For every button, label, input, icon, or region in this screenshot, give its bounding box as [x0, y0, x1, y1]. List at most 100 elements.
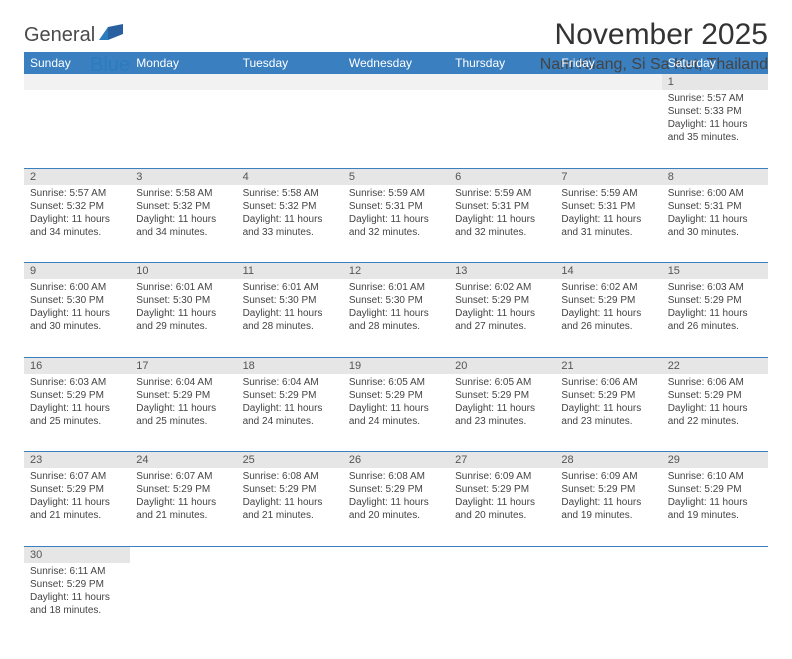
daylight-line: Daylight: 11 hours and 33 minutes. [243, 213, 337, 239]
day-cell: Sunrise: 6:03 AMSunset: 5:29 PMDaylight:… [24, 374, 130, 452]
sunset-line: Sunset: 5:29 PM [136, 389, 230, 402]
weekday-header: Tuesday [237, 52, 343, 74]
day-details: Sunrise: 6:06 AMSunset: 5:29 PMDaylight:… [555, 374, 661, 432]
day-number: 3 [130, 168, 236, 185]
day-number: 23 [24, 452, 130, 469]
empty-cell [343, 74, 449, 90]
empty-cell [555, 563, 661, 641]
sunset-line: Sunset: 5:29 PM [668, 294, 762, 307]
day-cell: Sunrise: 6:00 AMSunset: 5:31 PMDaylight:… [662, 185, 768, 263]
sunset-line: Sunset: 5:30 PM [243, 294, 337, 307]
day-cell: Sunrise: 6:09 AMSunset: 5:29 PMDaylight:… [449, 468, 555, 546]
day-details: Sunrise: 6:01 AMSunset: 5:30 PMDaylight:… [343, 279, 449, 337]
sunrise-line: Sunrise: 5:59 AM [561, 187, 655, 200]
day-cell: Sunrise: 6:03 AMSunset: 5:29 PMDaylight:… [662, 279, 768, 357]
day-number: 9 [24, 263, 130, 280]
day-details: Sunrise: 6:05 AMSunset: 5:29 PMDaylight:… [343, 374, 449, 432]
sunset-line: Sunset: 5:29 PM [30, 483, 124, 496]
daylight-line: Daylight: 11 hours and 23 minutes. [455, 402, 549, 428]
sunrise-line: Sunrise: 6:00 AM [30, 281, 124, 294]
sunrise-line: Sunrise: 6:11 AM [30, 565, 124, 578]
day-cell: Sunrise: 6:07 AMSunset: 5:29 PMDaylight:… [130, 468, 236, 546]
sunrise-line: Sunrise: 6:01 AM [349, 281, 443, 294]
day-details: Sunrise: 5:59 AMSunset: 5:31 PMDaylight:… [343, 185, 449, 243]
day-details: Sunrise: 6:05 AMSunset: 5:29 PMDaylight:… [449, 374, 555, 432]
sunrise-line: Sunrise: 6:03 AM [668, 281, 762, 294]
day-details: Sunrise: 5:58 AMSunset: 5:32 PMDaylight:… [130, 185, 236, 243]
day-number: 26 [343, 452, 449, 469]
daylight-line: Daylight: 11 hours and 29 minutes. [136, 307, 230, 333]
week-row: Sunrise: 5:57 AMSunset: 5:32 PMDaylight:… [24, 185, 768, 263]
daylight-line: Daylight: 11 hours and 25 minutes. [30, 402, 124, 428]
day-number-row: 9101112131415 [24, 263, 768, 280]
day-cell: Sunrise: 5:57 AMSunset: 5:32 PMDaylight:… [24, 185, 130, 263]
empty-cell [130, 546, 236, 563]
day-details: Sunrise: 6:09 AMSunset: 5:29 PMDaylight:… [449, 468, 555, 526]
sunset-line: Sunset: 5:29 PM [455, 389, 549, 402]
daylight-line: Daylight: 11 hours and 21 minutes. [30, 496, 124, 522]
day-number: 29 [662, 452, 768, 469]
empty-cell [343, 546, 449, 563]
daylight-line: Daylight: 11 hours and 21 minutes. [243, 496, 337, 522]
day-number-row: 2345678 [24, 168, 768, 185]
sunrise-line: Sunrise: 6:07 AM [136, 470, 230, 483]
day-details: Sunrise: 6:03 AMSunset: 5:29 PMDaylight:… [24, 374, 130, 432]
day-number: 20 [449, 357, 555, 374]
calendar-table: SundayMondayTuesdayWednesdayThursdayFrid… [24, 52, 768, 641]
day-cell: Sunrise: 6:04 AMSunset: 5:29 PMDaylight:… [130, 374, 236, 452]
empty-cell [343, 90, 449, 168]
daylight-line: Daylight: 11 hours and 20 minutes. [349, 496, 443, 522]
day-number: 28 [555, 452, 661, 469]
day-cell: Sunrise: 6:02 AMSunset: 5:29 PMDaylight:… [449, 279, 555, 357]
daylight-line: Daylight: 11 hours and 20 minutes. [455, 496, 549, 522]
sunset-line: Sunset: 5:29 PM [349, 483, 443, 496]
day-details: Sunrise: 6:03 AMSunset: 5:29 PMDaylight:… [662, 279, 768, 337]
day-details: Sunrise: 6:01 AMSunset: 5:30 PMDaylight:… [237, 279, 343, 337]
day-cell: Sunrise: 5:59 AMSunset: 5:31 PMDaylight:… [343, 185, 449, 263]
day-cell: Sunrise: 6:01 AMSunset: 5:30 PMDaylight:… [237, 279, 343, 357]
sunset-line: Sunset: 5:29 PM [349, 389, 443, 402]
day-number: 13 [449, 263, 555, 280]
sunset-line: Sunset: 5:29 PM [30, 389, 124, 402]
daylight-line: Daylight: 11 hours and 34 minutes. [30, 213, 124, 239]
daylight-line: Daylight: 11 hours and 22 minutes. [668, 402, 762, 428]
daylight-line: Daylight: 11 hours and 32 minutes. [349, 213, 443, 239]
sunset-line: Sunset: 5:30 PM [349, 294, 443, 307]
logo-text-blue: Blue [90, 54, 130, 77]
day-details: Sunrise: 6:07 AMSunset: 5:29 PMDaylight:… [24, 468, 130, 526]
day-number: 15 [662, 263, 768, 280]
day-details: Sunrise: 6:04 AMSunset: 5:29 PMDaylight:… [130, 374, 236, 432]
sunrise-line: Sunrise: 5:58 AM [243, 187, 337, 200]
day-number: 18 [237, 357, 343, 374]
day-number: 19 [343, 357, 449, 374]
daylight-line: Daylight: 11 hours and 19 minutes. [668, 496, 762, 522]
sunset-line: Sunset: 5:31 PM [349, 200, 443, 213]
sunrise-line: Sunrise: 6:08 AM [243, 470, 337, 483]
day-cell: Sunrise: 6:04 AMSunset: 5:29 PMDaylight:… [237, 374, 343, 452]
day-details: Sunrise: 5:59 AMSunset: 5:31 PMDaylight:… [555, 185, 661, 243]
day-number: 5 [343, 168, 449, 185]
week-row: Sunrise: 5:57 AMSunset: 5:33 PMDaylight:… [24, 90, 768, 168]
day-number: 22 [662, 357, 768, 374]
logo: General [24, 24, 127, 47]
week-row: Sunrise: 6:03 AMSunset: 5:29 PMDaylight:… [24, 374, 768, 452]
day-cell: Sunrise: 6:09 AMSunset: 5:29 PMDaylight:… [555, 468, 661, 546]
sunrise-line: Sunrise: 6:09 AM [455, 470, 549, 483]
sunrise-line: Sunrise: 6:01 AM [243, 281, 337, 294]
sunrise-line: Sunrise: 5:59 AM [455, 187, 549, 200]
sunrise-line: Sunrise: 5:58 AM [136, 187, 230, 200]
sunset-line: Sunset: 5:32 PM [136, 200, 230, 213]
day-cell: Sunrise: 5:59 AMSunset: 5:31 PMDaylight:… [555, 185, 661, 263]
day-number: 10 [130, 263, 236, 280]
day-number: 25 [237, 452, 343, 469]
day-cell: Sunrise: 6:10 AMSunset: 5:29 PMDaylight:… [662, 468, 768, 546]
day-cell: Sunrise: 5:58 AMSunset: 5:32 PMDaylight:… [237, 185, 343, 263]
sunset-line: Sunset: 5:29 PM [561, 483, 655, 496]
sunset-line: Sunset: 5:31 PM [455, 200, 549, 213]
empty-cell [24, 90, 130, 168]
sunset-line: Sunset: 5:29 PM [243, 483, 337, 496]
daylight-line: Daylight: 11 hours and 32 minutes. [455, 213, 549, 239]
day-details: Sunrise: 6:02 AMSunset: 5:29 PMDaylight:… [449, 279, 555, 337]
day-details: Sunrise: 6:04 AMSunset: 5:29 PMDaylight:… [237, 374, 343, 432]
sunset-line: Sunset: 5:29 PM [30, 578, 124, 591]
